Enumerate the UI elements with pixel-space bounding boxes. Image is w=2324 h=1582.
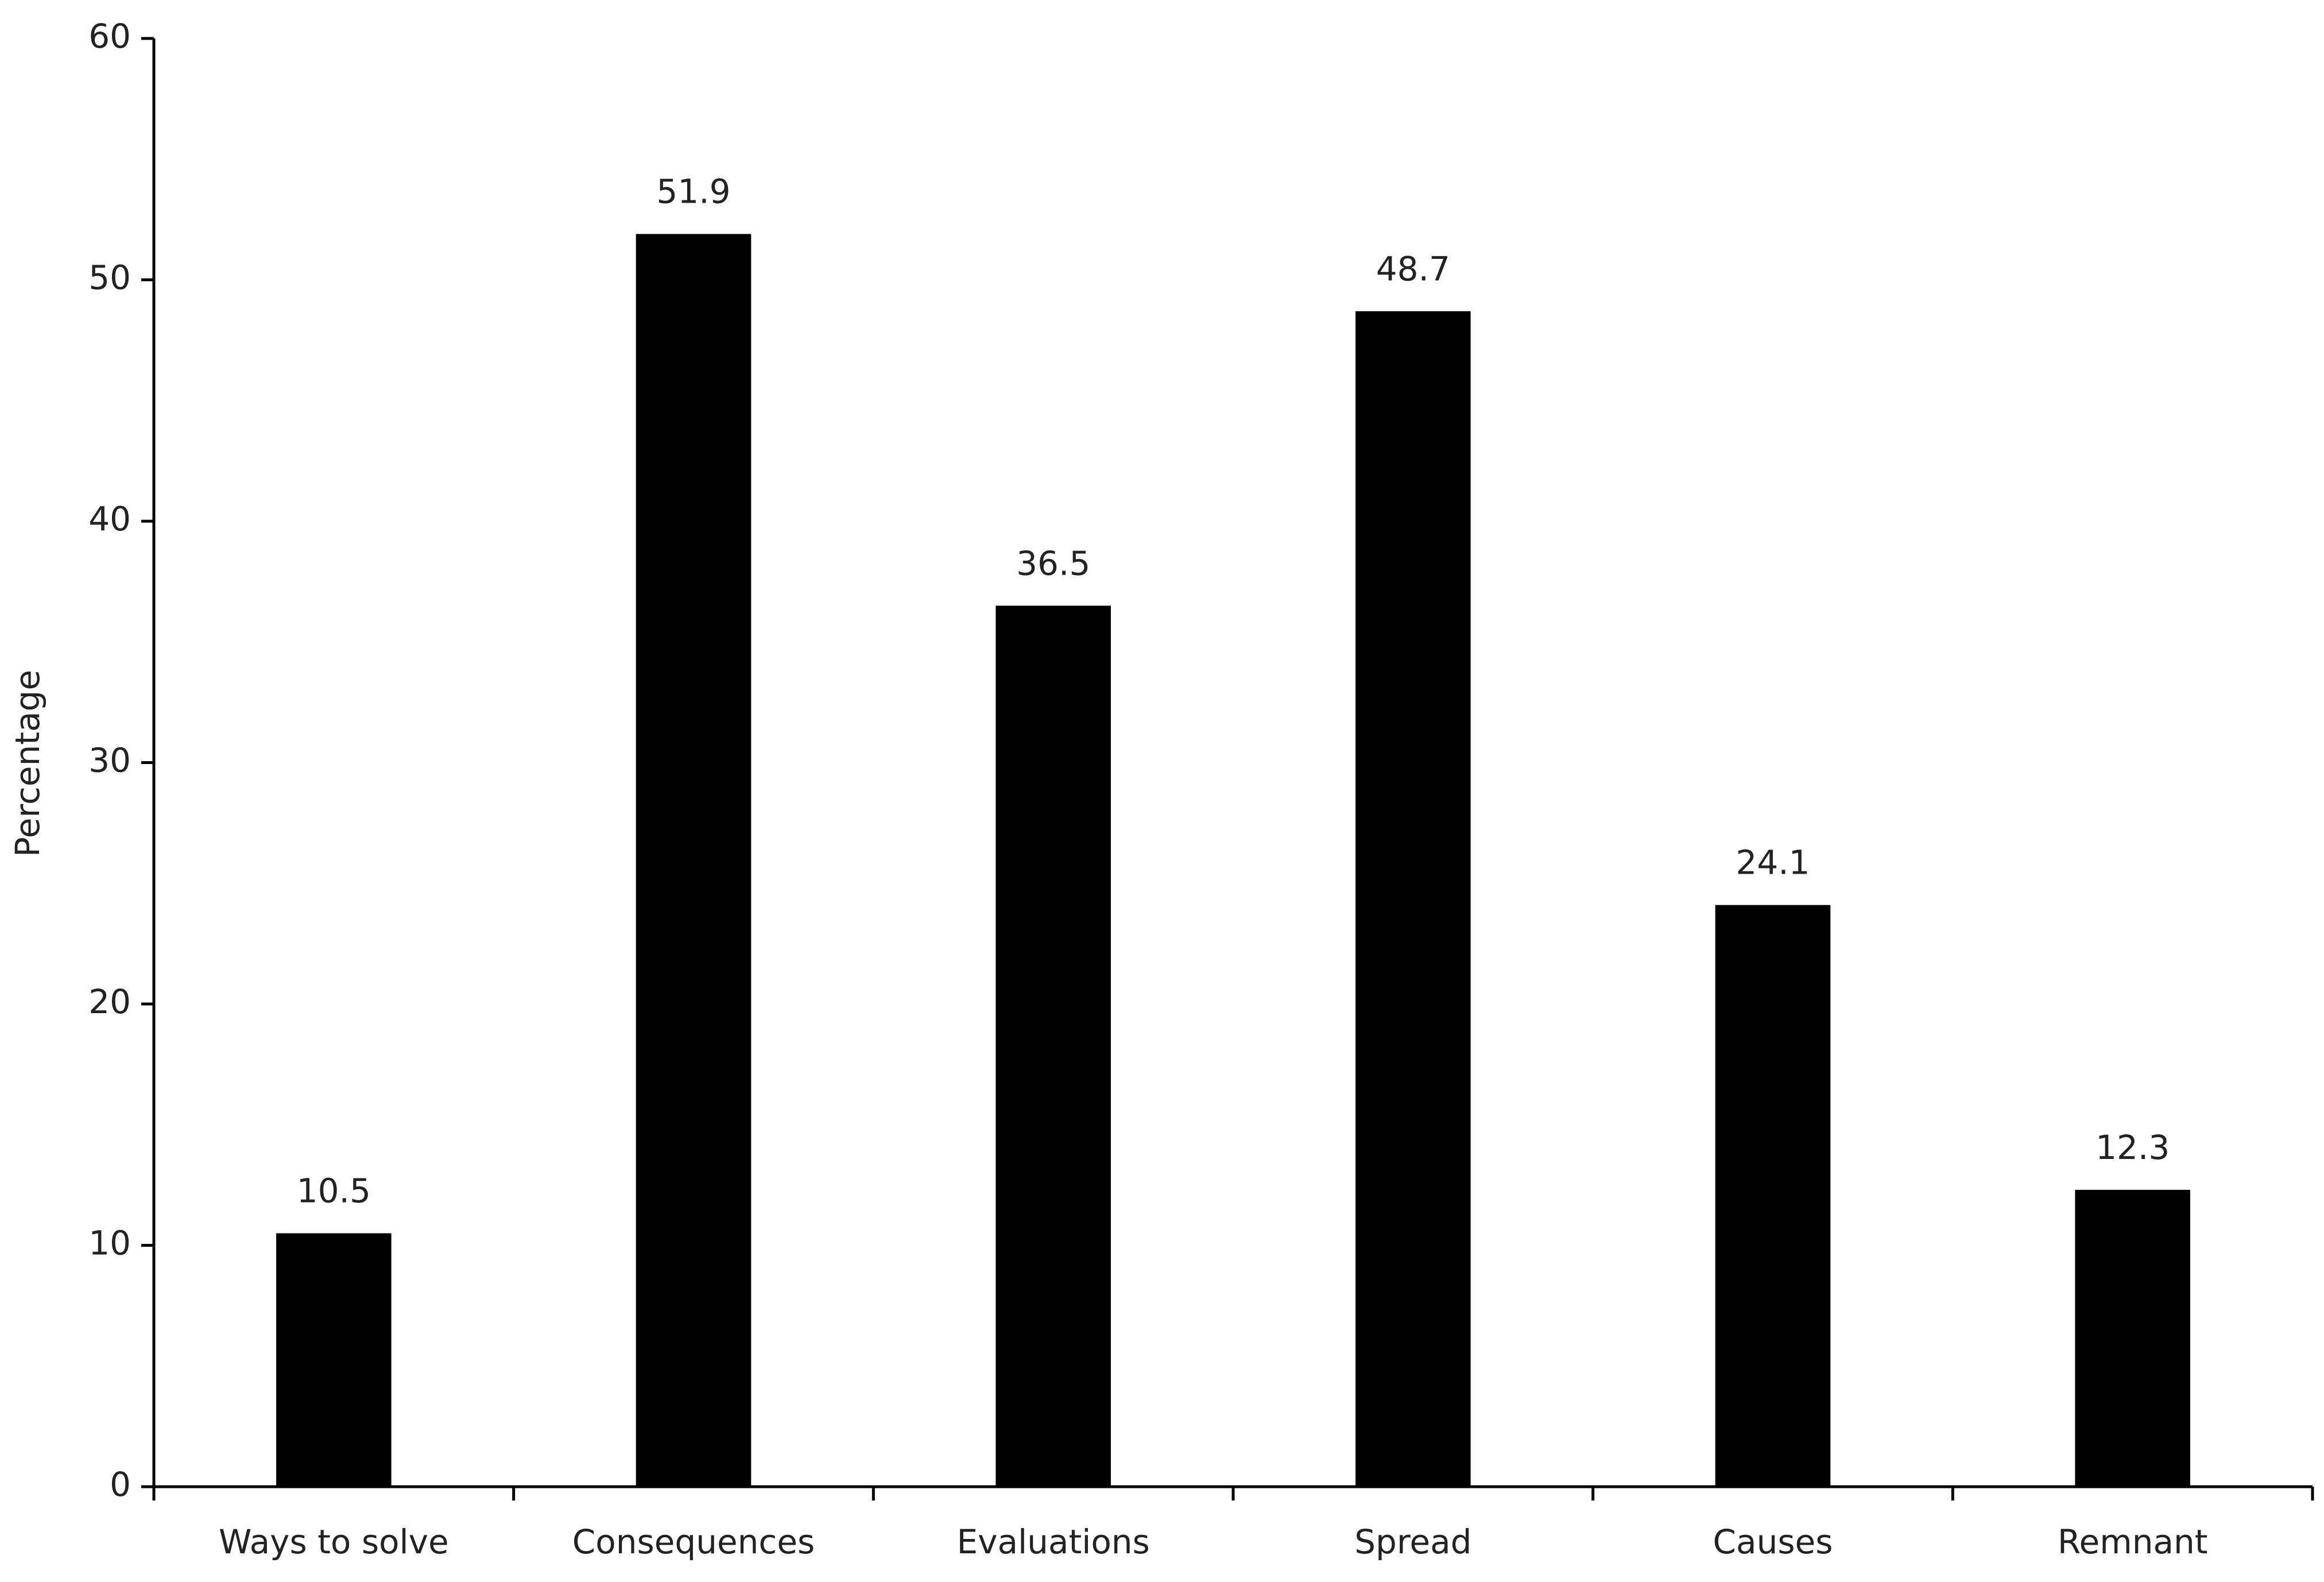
x-tick-label: Consequences: [572, 1522, 815, 1561]
x-tick-label: Causes: [1713, 1522, 1833, 1561]
value-label: 10.5: [297, 1172, 371, 1211]
x-tick-label: Evaluations: [957, 1522, 1150, 1561]
x-tick-label: Remnant: [2058, 1522, 2208, 1561]
value-label: 48.7: [1376, 249, 1450, 288]
bar: [996, 606, 1111, 1487]
y-tick-label: 40: [88, 499, 131, 538]
y-tick-label: 20: [88, 982, 131, 1021]
bar: [276, 1233, 392, 1487]
bar: [2075, 1189, 2190, 1487]
value-label: 24.1: [1736, 843, 1810, 882]
y-tick-label: 60: [88, 17, 131, 56]
x-tick-label: Spread: [1354, 1522, 1471, 1561]
value-label: 12.3: [2096, 1128, 2170, 1167]
x-tick-label: Ways to solve: [219, 1522, 449, 1561]
bar: [636, 234, 752, 1487]
y-tick-label: 30: [88, 741, 131, 780]
y-tick-label: 50: [88, 258, 131, 297]
bar: [1715, 905, 1831, 1487]
value-label: 36.5: [1016, 544, 1090, 583]
value-label: 51.9: [656, 172, 730, 211]
y-tick-label: 10: [88, 1224, 131, 1263]
bar: [1355, 311, 1471, 1487]
y-tick-label: 0: [110, 1465, 131, 1504]
y-axis-label: Percentage: [8, 670, 47, 857]
